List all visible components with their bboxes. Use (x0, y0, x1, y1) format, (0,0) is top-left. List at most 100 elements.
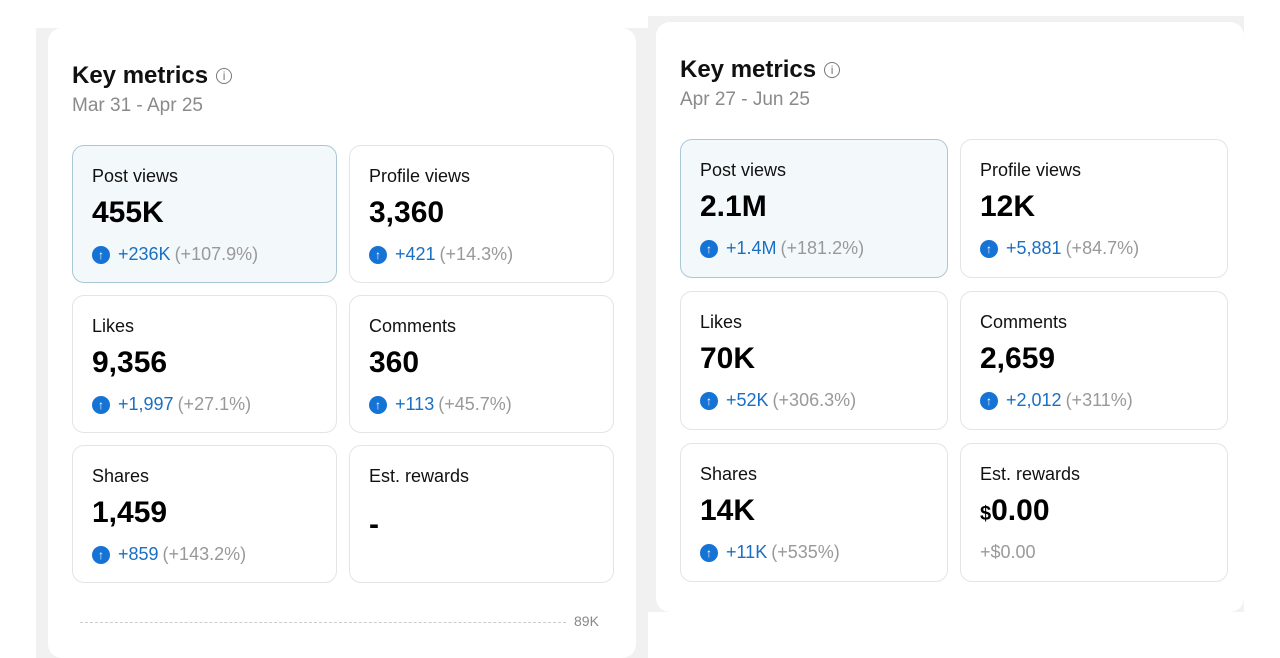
arrow-up-circle-icon: ↑ (369, 395, 387, 414)
metric-label: Likes (700, 312, 743, 332)
value-text: 14K (700, 494, 756, 527)
metric-tile-est-rewards[interactable]: Est. rewards $0.00 +$0.00 (960, 443, 1228, 582)
date-range: Apr 27 - Jun 25 (680, 89, 810, 110)
metric-value: 360 (369, 346, 419, 380)
arrow-up-circle-icon: ↑ (92, 545, 110, 564)
metric-label: Comments (980, 312, 1068, 332)
metric-value: - (369, 508, 379, 542)
arrow-up-circle-icon: ↑ (92, 245, 110, 264)
metric-change: +$0.00 (980, 542, 1036, 562)
arrow-up-circle-icon: ↑ (700, 391, 718, 410)
key-metrics-card-right: Key metrics i Apr 27 - Jun 25 Post views 2… (656, 22, 1244, 612)
metric-value: 14K (700, 494, 755, 528)
change-percent: (+143.2%) (162, 544, 247, 564)
currency-symbol: $ (980, 503, 992, 525)
info-icon[interactable]: i (824, 62, 841, 78)
arrow-up-circle-icon: ↑ (980, 239, 998, 258)
metric-tile-profile-views[interactable]: Profile views 12K ↑ +5,881 (+84.7%) (960, 139, 1228, 278)
metric-value: 2.1M (700, 190, 767, 224)
value-text: 12K (980, 190, 1036, 223)
metric-change: ↑ +113 (+45.7%) (369, 394, 512, 415)
metric-tile-shares[interactable]: Shares 14K ↑ +11K (+535%) (680, 443, 948, 582)
change-percent: (+181.2%) (780, 238, 865, 258)
change-delta: +113 (395, 394, 435, 414)
title-text: Key metrics (680, 56, 817, 83)
change-percent: (+45.7%) (438, 394, 512, 414)
change-delta: +1,997 (118, 394, 174, 414)
info-icon[interactable]: i (216, 68, 233, 84)
metric-value: $0.00 (980, 494, 1050, 528)
metric-tile-likes[interactable]: Likes 9,356 ↑ +1,997 (+27.1%) (72, 295, 337, 433)
metric-tile-post-views[interactable]: Post views 2.1M ↑ +1.4M (+181.2%) (680, 139, 948, 278)
metric-label: Post views (700, 160, 787, 180)
change-percent: (+535%) (771, 542, 840, 562)
change-delta: +236K (118, 244, 171, 264)
title-text: Key metrics (72, 62, 209, 89)
metric-change: ↑ +421 (+14.3%) (369, 244, 513, 265)
change-percent: (+84.7%) (1065, 238, 1140, 258)
metric-label: Profile views (369, 166, 471, 186)
chart-gridline (80, 622, 566, 623)
value-text: 0.00 (991, 494, 1050, 527)
metric-value: 3,360 (369, 196, 444, 230)
metric-label: Shares (92, 466, 150, 486)
metric-tile-est-rewards[interactable]: Est. rewards - (349, 445, 614, 583)
metric-label: Est. rewards (369, 466, 470, 486)
value-text: 2,659 (980, 342, 1056, 375)
change-delta: +421 (395, 244, 436, 264)
value-text: 3,360 (369, 196, 445, 229)
metric-label: Likes (92, 316, 135, 336)
change-delta: +5,881 (1006, 238, 1062, 258)
change-percent: (+107.9%) (174, 244, 259, 264)
card-title: Key metrics i (680, 56, 841, 84)
arrow-up-circle-icon: ↑ (980, 391, 998, 410)
metric-tile-post-views[interactable]: Post views 455K ↑ +236K (+107.9%) (72, 145, 337, 283)
value-text: 9,356 (92, 346, 168, 379)
value-text: 70K (700, 342, 756, 375)
change-delta: +1.4M (726, 238, 777, 258)
change-delta: +859 (118, 544, 159, 564)
metric-tile-shares[interactable]: Shares 1,459 ↑ +859 (+143.2%) (72, 445, 337, 583)
metric-value: 12K (980, 190, 1035, 224)
change-delta: +2,012 (1006, 390, 1062, 410)
metric-change: ↑ +5,881 (+84.7%) (980, 238, 1139, 259)
metric-value: 455K (92, 196, 164, 230)
change-delta: +52K (726, 390, 769, 410)
metric-change: ↑ +2,012 (+311%) (980, 390, 1133, 411)
metric-change: ↑ +236K (+107.9%) (92, 244, 258, 265)
arrow-up-circle-icon: ↑ (92, 395, 110, 414)
metric-value: 2,659 (980, 342, 1055, 376)
metric-change: ↑ +859 (+143.2%) (92, 544, 246, 565)
card-title: Key metrics i (72, 62, 233, 90)
metric-change: ↑ +11K (+535%) (700, 542, 840, 563)
metric-tile-comments[interactable]: Comments 360 ↑ +113 (+45.7%) (349, 295, 614, 433)
metric-tile-profile-views[interactable]: Profile views 3,360 ↑ +421 (+14.3%) (349, 145, 614, 283)
change-percent: (+311%) (1065, 390, 1133, 410)
metric-label: Est. rewards (980, 464, 1081, 484)
metric-tile-comments[interactable]: Comments 2,659 ↑ +2,012 (+311%) (960, 291, 1228, 430)
metric-label: Post views (92, 166, 179, 186)
value-text: 1,459 (92, 496, 168, 529)
metric-value: 1,459 (92, 496, 167, 530)
date-range: Mar 31 - Apr 25 (72, 95, 203, 116)
metric-label: Shares (700, 464, 758, 484)
metric-change: ↑ +1.4M (+181.2%) (700, 238, 864, 259)
value-text: 360 (369, 346, 420, 379)
change-percent: (+14.3%) (439, 244, 514, 264)
value-text: 455K (92, 196, 164, 229)
metric-tile-likes[interactable]: Likes 70K ↑ +52K (+306.3%) (680, 291, 948, 430)
metric-change: ↑ +52K (+306.3%) (700, 390, 856, 411)
key-metrics-card-left: Key metrics i Mar 31 - Apr 25 89K Post vi… (48, 28, 636, 658)
arrow-up-circle-icon: ↑ (700, 239, 718, 258)
metric-label: Comments (369, 316, 457, 336)
change-percent: (+27.1%) (177, 394, 252, 414)
value-text: 2.1M (700, 190, 767, 223)
metric-value: 70K (700, 342, 755, 376)
metric-value: 9,356 (92, 346, 167, 380)
value-text: - (369, 508, 379, 541)
metric-label: Profile views (980, 160, 1082, 180)
metric-change: ↑ +1,997 (+27.1%) (92, 394, 251, 415)
arrow-up-circle-icon: ↑ (369, 245, 387, 264)
change-percent: (+306.3%) (772, 390, 857, 410)
chart-axis-label: 89K (574, 613, 599, 629)
